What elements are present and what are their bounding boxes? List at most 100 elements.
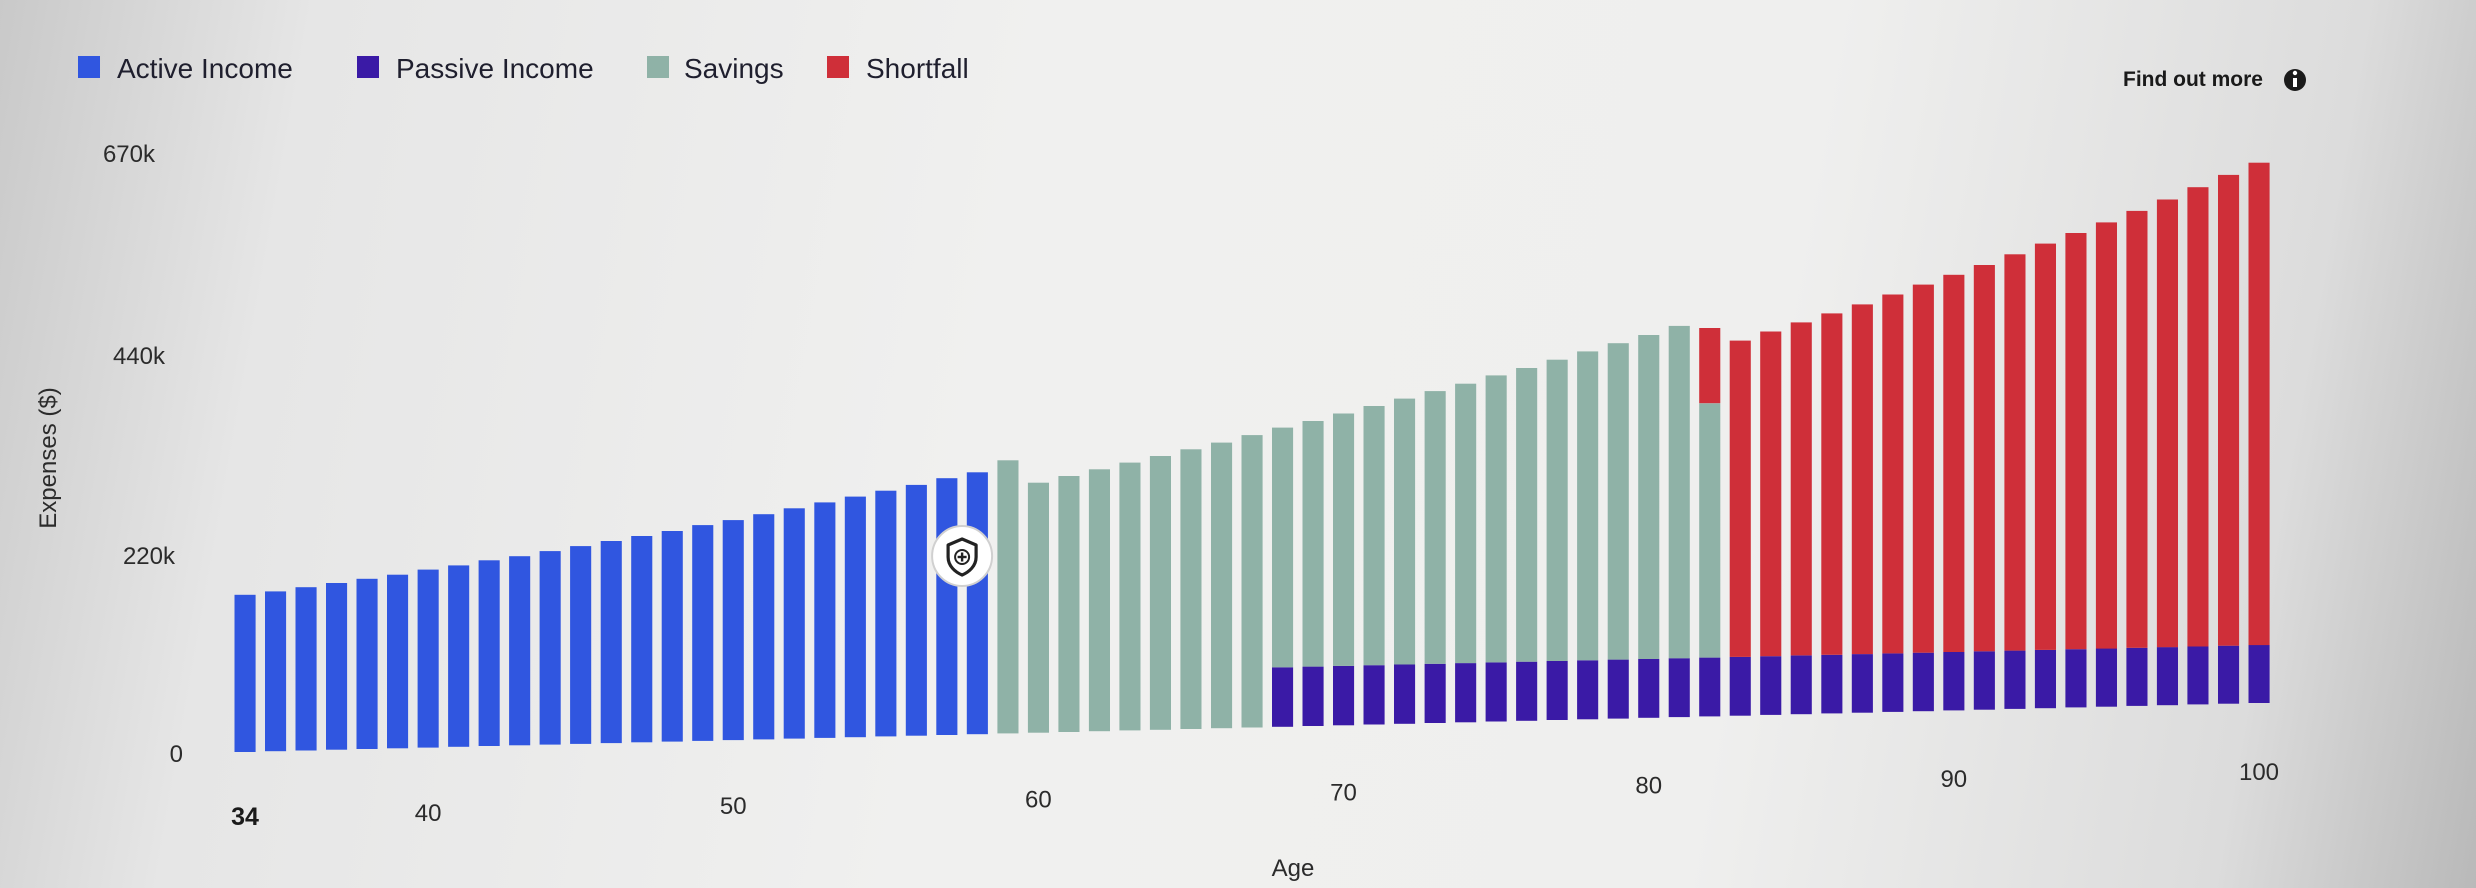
bar-segment-passive-income-age-100[interactable] [2248, 645, 2270, 703]
bar-segment-passive-income-age-94[interactable] [2065, 649, 2087, 708]
bar-segment-savings-age-79[interactable] [1607, 343, 1629, 660]
bar-segment-shortfall-age-88[interactable] [1882, 294, 1904, 654]
bar-segment-passive-income-age-86[interactable] [1821, 654, 1843, 714]
bar-segment-active-income-age-46[interactable] [600, 541, 622, 744]
bar-segment-active-income-age-34[interactable] [234, 594, 256, 752]
bar-segment-passive-income-age-99[interactable] [2218, 645, 2240, 704]
bar-segment-passive-income-age-97[interactable] [2156, 647, 2178, 706]
find-out-more-link[interactable]: Find out more [2123, 68, 2306, 91]
bar-segment-savings-age-70[interactable] [1333, 413, 1355, 666]
bar-segment-savings-age-63[interactable] [1119, 462, 1141, 731]
bar-segment-passive-income-age-74[interactable] [1455, 663, 1477, 723]
bar-segment-shortfall-age-97[interactable] [2156, 199, 2178, 648]
bar-segment-active-income-age-35[interactable] [265, 591, 287, 752]
bar-segment-passive-income-age-73[interactable] [1424, 663, 1446, 723]
bar-segment-shortfall-age-92[interactable] [2004, 254, 2026, 651]
bar-segment-shortfall-age-98[interactable] [2187, 187, 2209, 647]
bar-segment-passive-income-age-71[interactable] [1363, 665, 1385, 725]
bar-segment-passive-income-age-88[interactable] [1882, 653, 1904, 712]
legend-item-passive-income[interactable]: Passive Income [357, 53, 594, 84]
bar-segment-passive-income-age-89[interactable] [1912, 652, 1934, 712]
bar-segment-shortfall-age-89[interactable] [1912, 284, 1934, 653]
bar-segment-savings-age-61[interactable] [1058, 476, 1080, 732]
bar-segment-savings-age-77[interactable] [1546, 359, 1568, 661]
bar-segment-active-income-age-55[interactable] [875, 490, 897, 737]
bar-segment-savings-age-78[interactable] [1577, 351, 1599, 661]
bar-segment-passive-income-age-80[interactable] [1638, 658, 1660, 718]
bar-segment-savings-age-60[interactable] [1027, 482, 1049, 733]
bar-segment-shortfall-age-87[interactable] [1851, 304, 1873, 655]
bar-segment-shortfall-age-86[interactable] [1821, 313, 1843, 655]
bar-segment-passive-income-age-85[interactable] [1790, 655, 1812, 715]
bar-segment-active-income-age-57[interactable] [936, 478, 958, 735]
bar-segment-active-income-age-52[interactable] [783, 508, 805, 739]
bar-segment-savings-age-64[interactable] [1149, 456, 1171, 730]
bar-segment-passive-income-age-68[interactable] [1272, 667, 1294, 727]
bar-segment-active-income-age-39[interactable] [387, 574, 409, 749]
bar-segment-savings-age-67[interactable] [1241, 435, 1263, 728]
bar-segment-savings-age-66[interactable] [1211, 442, 1233, 729]
bar-segment-savings-age-82[interactable] [1699, 403, 1721, 658]
bar-segment-savings-age-80[interactable] [1638, 335, 1660, 659]
bar-segment-passive-income-age-79[interactable] [1607, 659, 1629, 719]
bar-segment-passive-income-age-87[interactable] [1851, 654, 1873, 713]
legend-item-shortfall[interactable]: Shortfall [827, 53, 969, 84]
bar-segment-passive-income-age-72[interactable] [1394, 664, 1416, 724]
bar-segment-active-income-age-36[interactable] [295, 587, 317, 751]
bar-segment-active-income-age-37[interactable] [326, 583, 348, 750]
bar-segment-passive-income-age-93[interactable] [2034, 649, 2056, 709]
bar-segment-active-income-age-42[interactable] [478, 560, 500, 746]
bar-segment-savings-age-68[interactable] [1272, 427, 1294, 668]
bar-segment-active-income-age-44[interactable] [539, 551, 561, 745]
bar-segment-active-income-age-38[interactable] [356, 578, 378, 749]
bar-segment-shortfall-age-100[interactable] [2248, 162, 2270, 646]
bar-segment-shortfall-age-95[interactable] [2095, 222, 2117, 649]
bar-segment-savings-age-75[interactable] [1485, 375, 1507, 663]
bar-segment-passive-income-age-82[interactable] [1699, 657, 1721, 717]
legend-item-savings[interactable]: Savings [647, 53, 784, 84]
bar-segment-passive-income-age-95[interactable] [2095, 648, 2117, 707]
bar-segment-shortfall-age-99[interactable] [2218, 174, 2240, 646]
bar-segment-passive-income-age-91[interactable] [1973, 651, 1995, 710]
bar-segment-shortfall-age-94[interactable] [2065, 233, 2087, 650]
bar-segment-shortfall-age-91[interactable] [1973, 265, 1995, 652]
bar-segment-active-income-age-49[interactable] [692, 525, 714, 741]
bar-segment-shortfall-age-83[interactable] [1729, 340, 1751, 657]
bar-segment-passive-income-age-98[interactable] [2187, 646, 2209, 705]
bar-segment-shortfall-age-90[interactable] [1943, 274, 1965, 652]
bar-segment-passive-income-age-90[interactable] [1943, 652, 1965, 711]
bar-segment-passive-income-age-78[interactable] [1577, 660, 1599, 720]
retirement-marker[interactable] [931, 525, 994, 587]
bar-segment-savings-age-62[interactable] [1088, 469, 1110, 732]
bar-segment-active-income-age-41[interactable] [448, 565, 470, 747]
bar-segment-passive-income-age-96[interactable] [2126, 647, 2148, 706]
bar-segment-savings-age-71[interactable] [1363, 406, 1385, 666]
bar-segment-savings-age-72[interactable] [1394, 398, 1416, 665]
bar-segment-shortfall-age-82[interactable] [1699, 328, 1721, 404]
bar-segment-savings-age-69[interactable] [1302, 421, 1324, 667]
bar-segment-passive-income-age-75[interactable] [1485, 662, 1507, 722]
bar-segment-active-income-age-47[interactable] [631, 536, 653, 743]
bar-segment-passive-income-age-70[interactable] [1333, 665, 1355, 726]
bar-segment-active-income-age-50[interactable] [722, 520, 744, 741]
bar-segment-active-income-age-45[interactable] [570, 546, 592, 744]
bar-segment-active-income-age-58[interactable] [966, 472, 988, 735]
bar-segment-savings-age-65[interactable] [1180, 449, 1202, 729]
bar-segment-savings-age-81[interactable] [1668, 325, 1690, 659]
bar-segment-shortfall-age-93[interactable] [2034, 243, 2056, 650]
bar-segment-passive-income-age-77[interactable] [1546, 661, 1568, 720]
bar-segment-passive-income-age-92[interactable] [2004, 650, 2026, 709]
bar-segment-passive-income-age-84[interactable] [1760, 656, 1782, 715]
bar-segment-active-income-age-51[interactable] [753, 514, 775, 740]
bar-segment-shortfall-age-84[interactable] [1760, 331, 1782, 657]
bar-segment-passive-income-age-69[interactable] [1302, 666, 1324, 726]
bar-segment-active-income-age-40[interactable] [417, 569, 439, 748]
bar-segment-savings-age-76[interactable] [1516, 368, 1538, 662]
bar-segment-active-income-age-43[interactable] [509, 556, 531, 746]
legend-item-active-income[interactable]: Active Income [78, 53, 293, 84]
bar-segment-active-income-age-54[interactable] [844, 496, 866, 738]
bar-segment-passive-income-age-83[interactable] [1729, 656, 1751, 716]
bar-segment-active-income-age-56[interactable] [905, 484, 927, 736]
bar-segment-active-income-age-53[interactable] [814, 502, 836, 738]
bar-segment-passive-income-age-76[interactable] [1516, 661, 1538, 721]
